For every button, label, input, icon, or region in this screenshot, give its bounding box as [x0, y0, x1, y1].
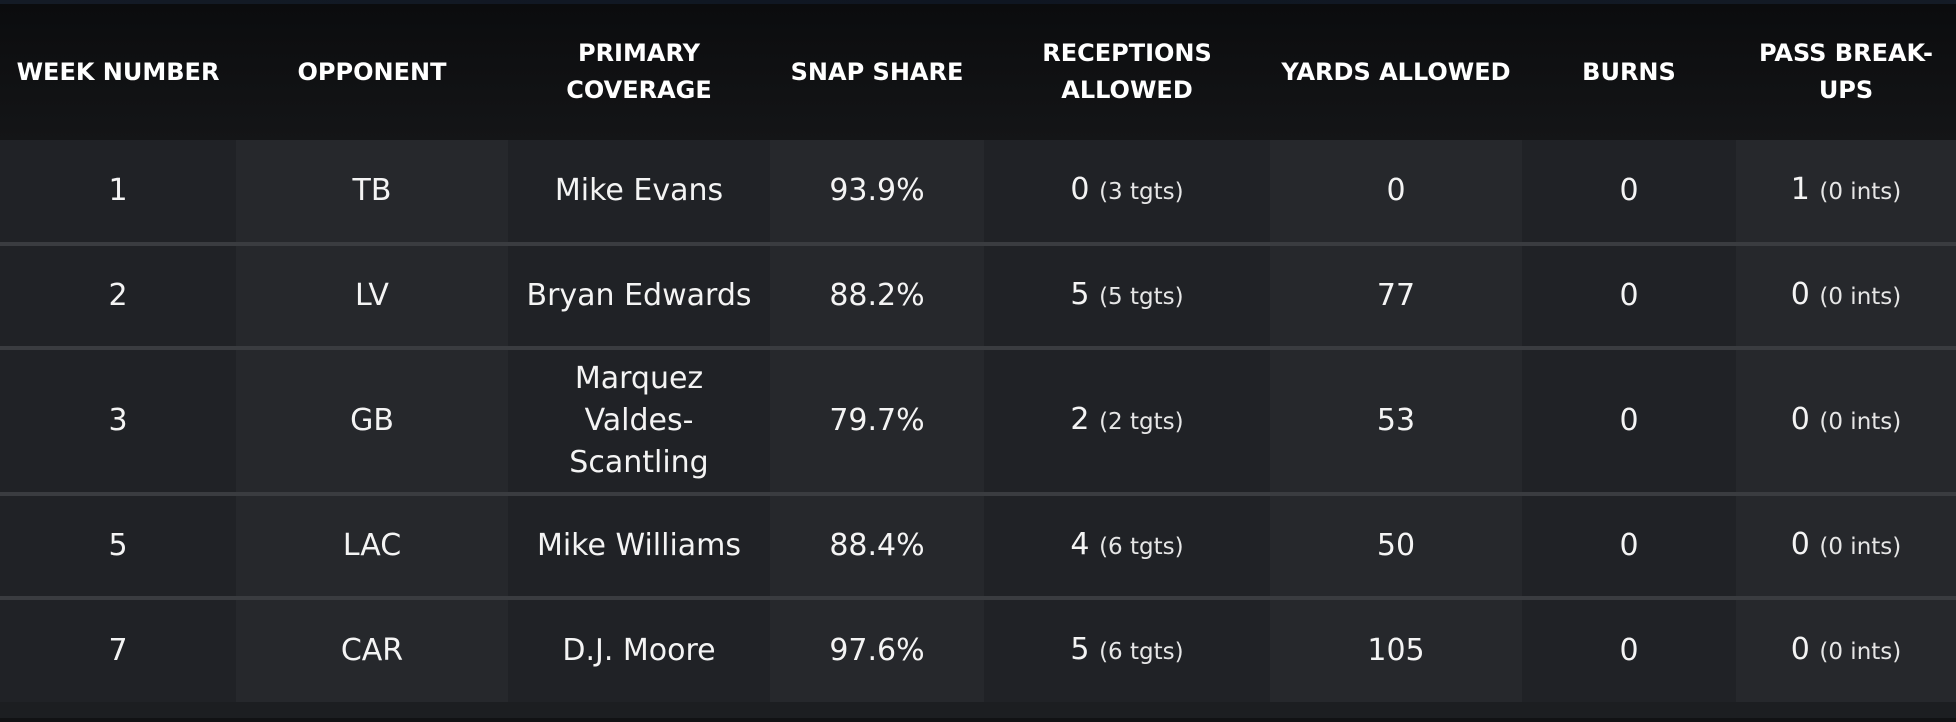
top-accent-line: [0, 0, 1956, 4]
cell-opponent: LV: [236, 244, 508, 348]
cell-week: 2: [0, 244, 236, 348]
cell-pass-breakups: 0 (0 ints): [1736, 598, 1956, 702]
cell-opponent: LAC: [236, 494, 508, 598]
cell-coverage: D.J. Moore: [508, 598, 770, 702]
cell-yards: 53: [1270, 348, 1522, 494]
cell-week: 1: [0, 140, 236, 244]
cell-yards: 105: [1270, 598, 1522, 702]
cell-yards: 77: [1270, 244, 1522, 348]
header-burns: BURNS: [1582, 57, 1676, 86]
cell-week: 3: [0, 348, 236, 494]
cell-coverage: Mike Evans: [508, 140, 770, 244]
cell-opponent: GB: [236, 348, 508, 494]
cell-burns: 0: [1522, 348, 1736, 494]
cell-burns: 0: [1522, 598, 1736, 702]
table-row: 7 CAR D.J. Moore 97.6% 5 (6 tgts) 105 0 …: [0, 598, 1956, 702]
cell-snap-share: 97.6%: [770, 598, 984, 702]
cell-pass-breakups: 0 (0 ints): [1736, 494, 1956, 598]
table-row: 3 GB Marquez Valdes- Scantling 79.7% 2 (2…: [0, 348, 1956, 494]
cell-receptions: 0 (3 tgts): [984, 140, 1270, 244]
table-header: WEEK NUMBER OPPONENT PRIMARY COVERAGE SNA…: [0, 4, 1956, 140]
header-snap-share: SNAP SHARE: [790, 57, 964, 86]
header-pass-breakups: PASS BREAK- UPS: [1758, 39, 1934, 104]
cell-snap-share: 79.7%: [770, 348, 984, 494]
header-row: WEEK NUMBER OPPONENT PRIMARY COVERAGE SNA…: [0, 4, 1956, 140]
table-row: 5 LAC Mike Williams 88.4% 4 (6 tgts) 50 …: [0, 494, 1956, 598]
table-row: 1 TB Mike Evans 93.9% 0 (3 tgts) 0 0 1 (…: [0, 140, 1956, 244]
cell-pass-breakups: 0 (0 ints): [1736, 244, 1956, 348]
cell-yards: 50: [1270, 494, 1522, 598]
cell-coverage: Bryan Edwards: [508, 244, 770, 348]
table-row: 2 LV Bryan Edwards 88.2% 5 (5 tgts) 77 0…: [0, 244, 1956, 348]
cell-snap-share: 93.9%: [770, 140, 984, 244]
cell-week: 5: [0, 494, 236, 598]
cell-week: 7: [0, 598, 236, 702]
table-body: 1 TB Mike Evans 93.9% 0 (3 tgts) 0 0 1 (…: [0, 140, 1956, 702]
cell-receptions: 2 (2 tgts): [984, 348, 1270, 494]
coverage-stats-table: WEEK NUMBER OPPONENT PRIMARY COVERAGE SNA…: [0, 4, 1956, 702]
cell-receptions: 5 (5 tgts): [984, 244, 1270, 348]
header-opponent: OPPONENT: [297, 57, 447, 86]
header-receptions-allowed: RECEPTIONS ALLOWED: [1042, 39, 1212, 104]
header-week-number: WEEK NUMBER: [16, 57, 220, 86]
cell-burns: 0: [1522, 494, 1736, 598]
bottom-edge: [0, 718, 1956, 722]
cell-opponent: CAR: [236, 598, 508, 702]
cell-pass-breakups: 1 (0 ints): [1736, 140, 1956, 244]
cell-snap-share: 88.2%: [770, 244, 984, 348]
cell-burns: 0: [1522, 140, 1736, 244]
header-yards-allowed: YARDS ALLOWED: [1281, 57, 1511, 86]
cell-coverage: Mike Williams: [508, 494, 770, 598]
cell-opponent: TB: [236, 140, 508, 244]
header-primary-coverage: PRIMARY COVERAGE: [566, 39, 712, 104]
cell-snap-share: 88.4%: [770, 494, 984, 598]
cell-burns: 0: [1522, 244, 1736, 348]
cell-yards: 0: [1270, 140, 1522, 244]
cell-receptions: 4 (6 tgts): [984, 494, 1270, 598]
cell-pass-breakups: 0 (0 ints): [1736, 348, 1956, 494]
cell-receptions: 5 (6 tgts): [984, 598, 1270, 702]
cell-coverage: Marquez Valdes- Scantling: [508, 348, 770, 494]
